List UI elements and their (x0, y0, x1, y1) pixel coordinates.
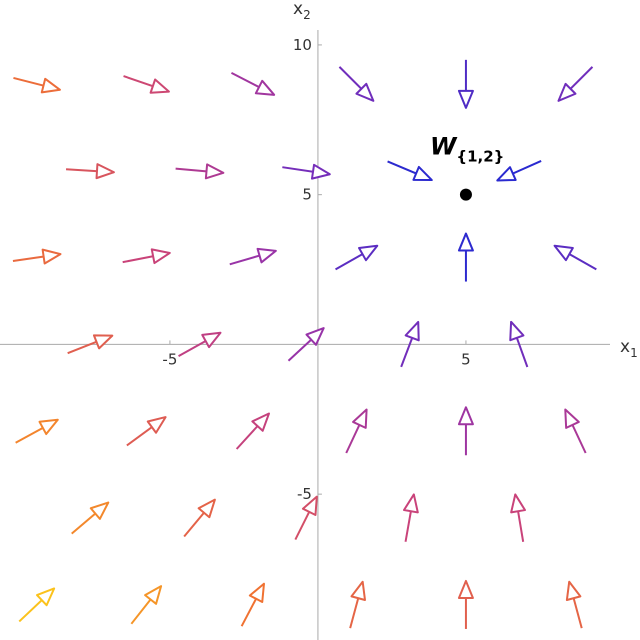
arrow-head (496, 166, 517, 182)
arrow-head (204, 163, 225, 180)
vector-arrow (282, 163, 331, 180)
vector-arrow (349, 580, 366, 629)
vector-arrow (123, 75, 170, 94)
vector-arrow (230, 71, 276, 96)
arrow-head (509, 320, 525, 342)
y-tick-label: 10 (293, 36, 312, 54)
x-axis-label: x1 (620, 337, 638, 360)
y-tick-label: 5 (302, 186, 312, 204)
x-tick-label: 5 (461, 350, 471, 368)
vector-arrow (178, 331, 222, 357)
arrow-head (404, 320, 420, 342)
arrow-head (40, 77, 61, 94)
vector-arrow (126, 416, 167, 447)
vector-arrow (403, 493, 419, 542)
arrow-head (457, 232, 474, 252)
vector-arrow (557, 66, 594, 102)
arrow-head (553, 244, 574, 262)
marker-label-main: W (430, 133, 458, 161)
vector-arrow (457, 579, 474, 629)
arrow-head (310, 163, 331, 180)
vector-arrow (457, 232, 474, 282)
arrow-head (248, 582, 265, 604)
arrow-head (149, 78, 170, 94)
vector-arrow (15, 418, 59, 444)
marker-label-sub: {1,2} (456, 148, 504, 166)
arrow-head (197, 498, 216, 519)
marker-point (459, 188, 472, 201)
arrow-head (352, 408, 368, 429)
arrow-head (92, 334, 114, 350)
vector-arrow (13, 76, 61, 94)
vector-arrow (510, 493, 526, 542)
vector-arrow (183, 498, 216, 538)
vector-arrow (71, 501, 110, 535)
vector-arrow (553, 244, 597, 271)
vector-arrow (65, 163, 115, 180)
arrow-head (144, 585, 163, 605)
vector-arrow (457, 59, 474, 109)
vector-arrow (565, 580, 583, 629)
arrow-head (95, 163, 115, 180)
arrow-head (510, 493, 526, 514)
vector-arrow (294, 495, 318, 541)
vector-arrow (240, 582, 265, 627)
vector-arrow (457, 406, 474, 456)
vector-arrow (335, 244, 379, 271)
y-tick-label: -5 (297, 485, 312, 503)
arrow-head (150, 248, 171, 265)
arrow-head (457, 406, 474, 426)
vector-arrow (235, 412, 270, 450)
arrow-head (457, 89, 474, 109)
vector-arrow (400, 320, 420, 368)
arrow-head (350, 580, 366, 602)
arrow-head (251, 412, 270, 432)
vector-arrow (130, 585, 163, 625)
arrow-head (201, 331, 222, 349)
vector-arrow (67, 334, 114, 355)
vector-arrow (287, 327, 325, 362)
arrow-head (38, 418, 59, 436)
arrow-head (305, 327, 325, 346)
arrow-head (301, 495, 318, 516)
arrow-head (256, 247, 277, 264)
vector-arrow (12, 248, 62, 265)
arrow-head (89, 501, 110, 520)
vector-arrow (345, 408, 368, 454)
vector-arrow (229, 247, 277, 266)
vector-arrow (496, 160, 542, 182)
arrow-head (355, 82, 375, 102)
arrow-head (254, 79, 276, 96)
x-tick-label: -5 (162, 350, 177, 368)
vector-arrow (387, 160, 433, 182)
arrow-head (412, 165, 433, 182)
arrow-head (565, 580, 582, 602)
vector-arrow (509, 320, 529, 368)
arrow-head (457, 579, 474, 599)
marker-label: W{1,2} (430, 133, 504, 166)
y-axis-label: x2 (293, 0, 311, 22)
vector-arrow (564, 408, 587, 454)
vector-arrow (18, 587, 56, 623)
vector-arrow (175, 163, 225, 180)
arrow-head (146, 416, 167, 434)
arrow-head (403, 493, 419, 514)
arrow-head (41, 248, 62, 265)
vector-arrow (122, 248, 171, 265)
arrow-head (35, 587, 56, 607)
arrow-head (557, 82, 577, 102)
vector-arrow (338, 66, 375, 102)
arrow-head (564, 408, 580, 429)
arrow-head (358, 244, 379, 262)
